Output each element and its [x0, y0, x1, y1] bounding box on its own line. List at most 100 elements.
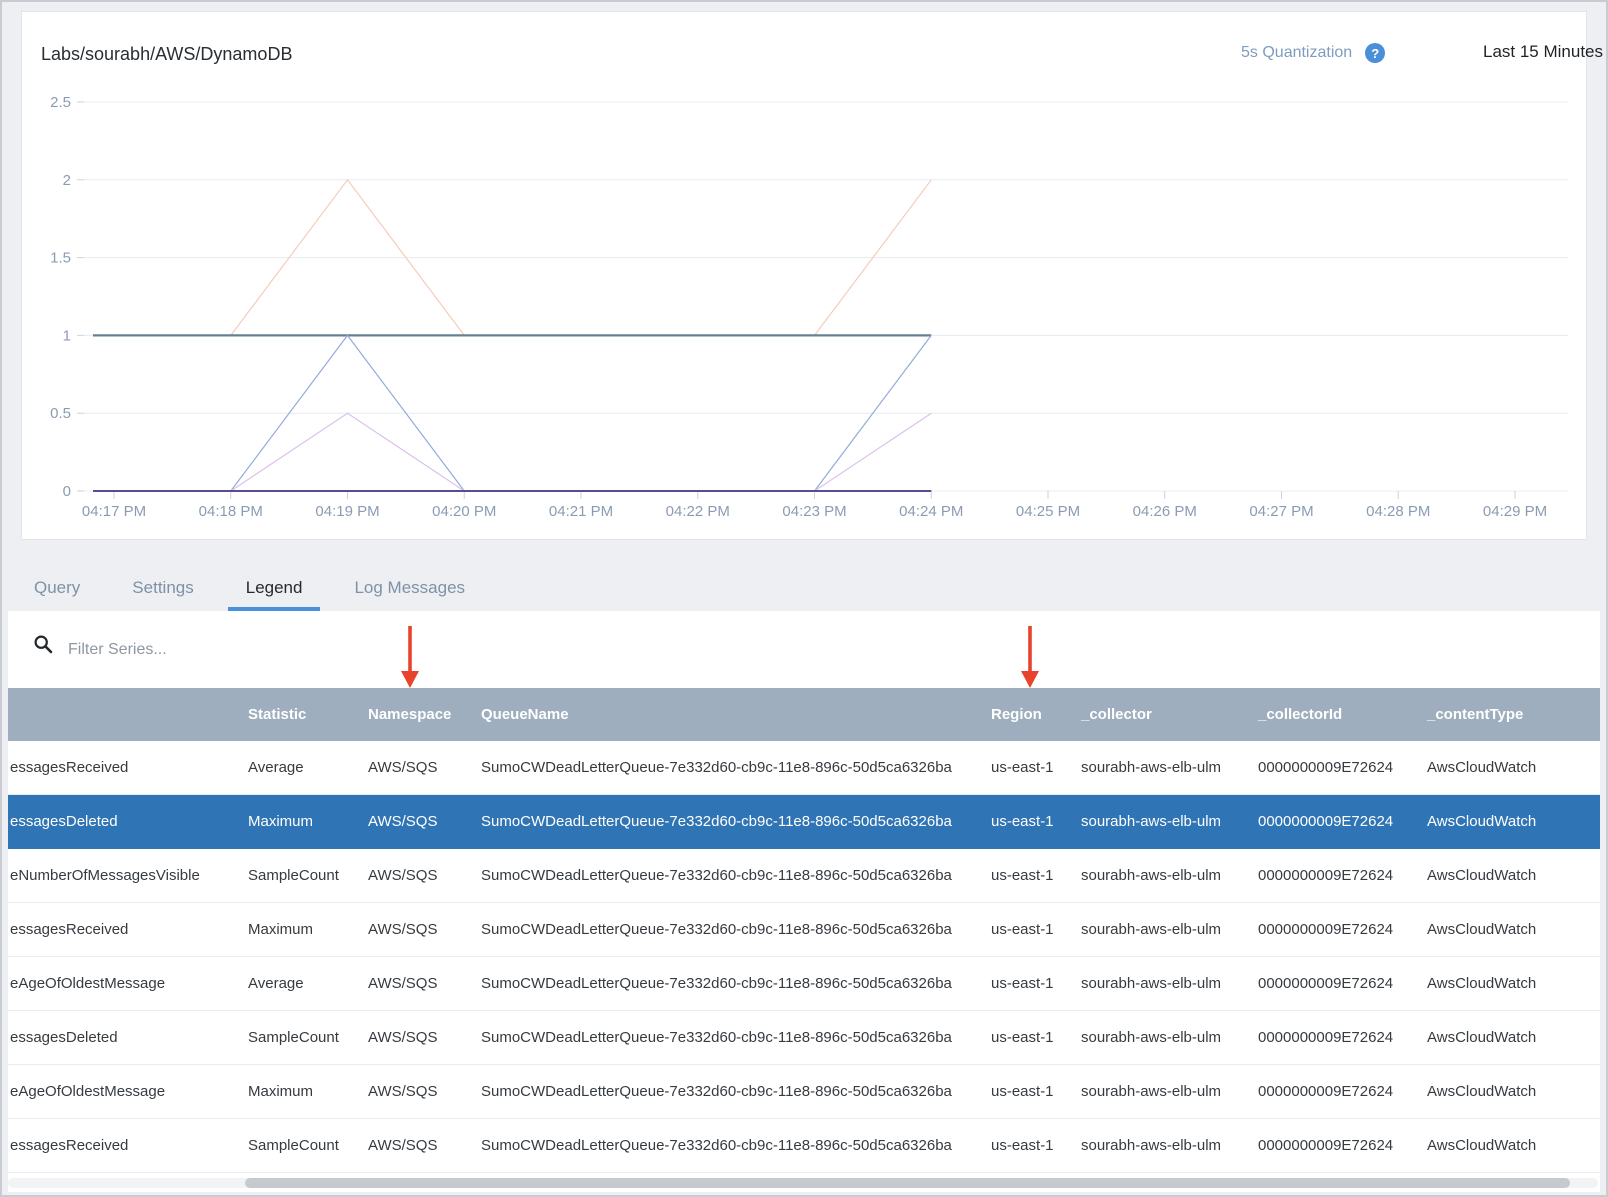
- cell-collector: sourabh-aws-elb-ulm: [1081, 1137, 1222, 1154]
- cell-contentType: AwsCloudWatch: [1427, 975, 1537, 992]
- metrics-line-chart: 0 0.5 1 1.5 2 2.5 04:17 PM 04:18 PM 04:19 PM 04:2…: [50, 94, 1568, 520]
- cell-statistic: Average: [248, 975, 304, 992]
- cell-queueName: SumoCWDeadLetterQueue-7e332d60-cb9c-11e8…: [481, 759, 952, 776]
- chart-card: 0 0.5 1 1.5 2 2.5 04:17 PM 04:18 PM 04:19 PM 04:2…: [21, 11, 1587, 540]
- cell-collectorId: 0000000009E72624: [1258, 921, 1394, 938]
- help-icon[interactable]: ?: [1365, 43, 1386, 63]
- column-header-statistic[interactable]: Statistic: [248, 706, 307, 723]
- cell-collector: sourabh-aws-elb-ulm: [1081, 1083, 1222, 1100]
- x-axis-tick-label: 04:29 PM: [1483, 503, 1547, 520]
- cell-collectorId: 0000000009E72624: [1258, 1137, 1394, 1154]
- cell-queueName: SumoCWDeadLetterQueue-7e332d60-cb9c-11e8…: [481, 867, 952, 884]
- column-header-contentType[interactable]: _contentType: [1427, 706, 1524, 723]
- cell-queueName: SumoCWDeadLetterQueue-7e332d60-cb9c-11e8…: [481, 813, 952, 830]
- cell-namespace: AWS/SQS: [368, 867, 438, 884]
- filter-series-input[interactable]: [66, 629, 490, 671]
- cell-metric: eAgeOfOldestMessage: [10, 975, 166, 992]
- x-axis-tick-label: 04:26 PM: [1133, 503, 1197, 520]
- cell-namespace: AWS/SQS: [368, 813, 438, 830]
- cell-namespace: AWS/SQS: [368, 1029, 438, 1046]
- cell-collector: sourabh-aws-elb-ulm: [1081, 921, 1222, 938]
- cell-collector: sourabh-aws-elb-ulm: [1081, 813, 1222, 830]
- y-axis-tick-label: 0: [63, 483, 71, 500]
- y-axis-tick-label: 1.5: [50, 250, 71, 267]
- cell-collectorId: 0000000009E72624: [1258, 759, 1394, 776]
- legend-table-header: Statistic Namespace QueueName Region _collec…: [8, 688, 1600, 741]
- x-axis-tick-label: 04:20 PM: [432, 503, 496, 520]
- cell-collectorId: 0000000009E72624: [1258, 1083, 1394, 1100]
- column-header-collector[interactable]: _collector: [1081, 706, 1152, 723]
- table-row[interactable]: eNumberOfMessagesVisible SampleCount AWS/S…: [8, 849, 1600, 903]
- cell-region: us-east-1: [991, 1083, 1054, 1100]
- cell-region: us-east-1: [991, 867, 1054, 884]
- table-row[interactable]: eAgeOfOldestMessage Average AWS/SQS SumoCWD…: [8, 957, 1600, 1011]
- cell-statistic: Maximum: [248, 813, 314, 830]
- cell-metric: essagesReceived: [10, 1137, 129, 1154]
- column-header-collectorId[interactable]: _collectorId: [1258, 706, 1343, 723]
- x-axis-tick-label: 04:28 PM: [1366, 503, 1430, 520]
- tab-query[interactable]: Query: [34, 578, 81, 597]
- chart-series-orchid-peaks-0p5: [93, 412, 932, 492]
- time-range-selector[interactable]: Last 15 Minutes: [1483, 42, 1604, 61]
- cell-contentType: AwsCloudWatch: [1427, 813, 1537, 830]
- x-axis-tick-label: 04:17 PM: [82, 503, 146, 520]
- table-row[interactable]: essagesDeleted SampleCount AWS/SQS SumoCWDe…: [8, 1011, 1600, 1065]
- cell-queueName: SumoCWDeadLetterQueue-7e332d60-cb9c-11e8…: [481, 1137, 952, 1154]
- horizontal-scrollbar-track[interactable]: [8, 1178, 1598, 1188]
- cell-region: us-east-1: [991, 1029, 1054, 1046]
- cell-namespace: AWS/SQS: [368, 759, 438, 776]
- cell-queueName: SumoCWDeadLetterQueue-7e332d60-cb9c-11e8…: [481, 1083, 952, 1100]
- cell-region: us-east-1: [991, 759, 1054, 776]
- cell-contentType: AwsCloudWatch: [1427, 1083, 1537, 1100]
- y-axis-tick-label: 2: [63, 172, 71, 189]
- search-icon: [33, 634, 53, 659]
- y-axis-tick-label: 0.5: [50, 405, 71, 422]
- y-axis-tick-label: 1: [63, 327, 71, 344]
- table-row[interactable]: essagesReceived Maximum AWS/SQS SumoCWDeadL…: [8, 903, 1600, 957]
- cell-queueName: SumoCWDeadLetterQueue-7e332d60-cb9c-11e8…: [481, 921, 952, 938]
- tab-legend[interactable]: Legend: [227, 565, 321, 611]
- cell-contentType: AwsCloudWatch: [1427, 1137, 1537, 1154]
- table-row[interactable]: essagesReceived Average AWS/SQS SumoCWDeadL…: [8, 741, 1600, 795]
- cell-statistic: SampleCount: [248, 867, 339, 884]
- cell-region: us-east-1: [991, 921, 1054, 938]
- quantization-control[interactable]: 5s Quantization ?: [1241, 43, 1386, 63]
- column-header-region[interactable]: Region: [991, 706, 1042, 723]
- cell-queueName: SumoCWDeadLetterQueue-7e332d60-cb9c-11e8…: [481, 1029, 952, 1046]
- cell-namespace: AWS/SQS: [368, 975, 438, 992]
- column-header-queueName[interactable]: QueueName: [481, 706, 569, 723]
- cell-statistic: SampleCount: [248, 1137, 339, 1154]
- x-axis-tick-label: 04:25 PM: [1016, 503, 1080, 520]
- horizontal-scrollbar-thumb[interactable]: [245, 1178, 1570, 1188]
- cell-statistic: Average: [248, 759, 304, 776]
- cell-collectorId: 0000000009E72624: [1258, 813, 1394, 830]
- panel-tab-bar: Query Settings Legend Log Messages: [8, 565, 1600, 611]
- cell-statistic: Maximum: [248, 921, 314, 938]
- tab-log-messages[interactable]: Log Messages: [354, 578, 466, 597]
- cell-namespace: AWS/SQS: [368, 921, 438, 938]
- cell-contentType: AwsCloudWatch: [1427, 867, 1537, 884]
- column-header-namespace[interactable]: Namespace: [368, 706, 452, 723]
- cell-contentType: AwsCloudWatch: [1427, 1029, 1537, 1046]
- table-row[interactable]: eAgeOfOldestMessage Maximum AWS/SQS SumoCWD…: [8, 1065, 1600, 1119]
- cell-metric: eAgeOfOldestMessage: [10, 1083, 166, 1100]
- column-header-metric[interactable]: [8, 688, 240, 741]
- cell-metric: essagesDeleted: [10, 813, 118, 830]
- cell-metric: essagesReceived: [10, 759, 129, 776]
- cell-namespace: AWS/SQS: [368, 1083, 438, 1100]
- cell-collector: sourabh-aws-elb-ulm: [1081, 759, 1222, 776]
- cell-metric: eNumberOfMessagesVisible: [10, 867, 200, 884]
- cell-contentType: AwsCloudWatch: [1427, 759, 1537, 776]
- cell-collectorId: 0000000009E72624: [1258, 975, 1394, 992]
- legend-panel: Statistic Namespace QueueName Region _collec…: [8, 611, 1600, 1192]
- table-row[interactable]: essagesDeleted Maximum AWS/SQS SumoCWDeadLe…: [8, 795, 1600, 849]
- x-axis-tick-label: 04:23 PM: [782, 503, 846, 520]
- legend-table-body: essagesReceived Average AWS/SQS SumoCWDeadL…: [8, 741, 1600, 1173]
- cell-region: us-east-1: [991, 813, 1054, 830]
- quantization-label[interactable]: 5s Quantization: [1241, 44, 1353, 61]
- table-row[interactable]: essagesReceived SampleCount AWS/SQS SumoCWD…: [8, 1119, 1600, 1173]
- x-axis-tick-label: 04:24 PM: [899, 503, 963, 520]
- tab-settings[interactable]: Settings: [132, 578, 194, 597]
- cell-statistic: SampleCount: [248, 1029, 339, 1046]
- chart-title: Labs/sourabh/AWS/DynamoDB: [41, 44, 293, 64]
